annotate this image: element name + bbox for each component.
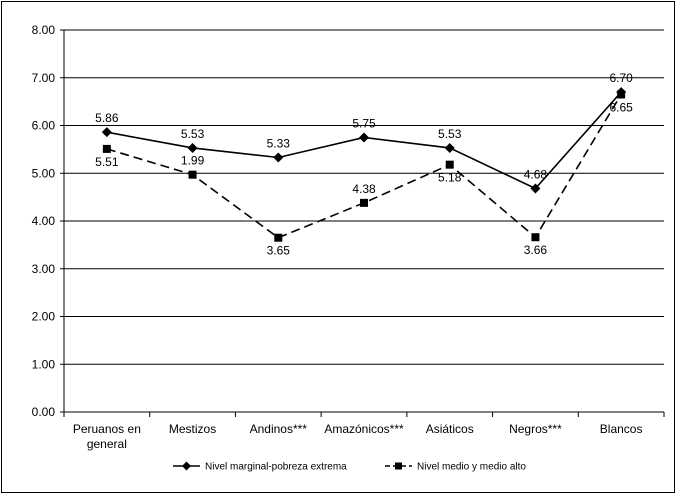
data-label: 4.68 [524,168,548,182]
square-marker [102,144,111,153]
legend-label: Nivel marginal-pobreza extrema [205,462,347,473]
x-axis-tick-labels: Peruanos en general Mestizos Andinos*** Amaz… [73,422,643,451]
y-tick-label: 8.00 [32,23,56,37]
diamond-marker [187,142,198,153]
data-label: 5.33 [267,136,291,150]
x-tick-label: Mestizos [169,422,216,436]
data-label: 5.51 [95,155,119,169]
y-tick-label: 2.00 [32,310,56,324]
diamond-marker [101,127,112,138]
square-marker [360,198,368,207]
legend-label: Nivel medio y medio alto [417,462,526,473]
y-tick-label: 0.00 [32,405,56,419]
y-tick-label: 1.00 [32,357,56,371]
data-label: 5.86 [95,111,119,125]
x-tick-label: Amazónicos*** [324,422,404,436]
diamond-marker [359,132,369,143]
legend-square-marker [395,462,402,470]
legend: Nivel marginal-pobreza extrema Nivel medi… [173,461,526,473]
data-label: 6.70 [609,71,633,85]
square-marker [531,233,540,242]
diamond-marker [530,183,541,194]
x-tick-label: Peruanos en general [73,422,141,451]
square-marker [617,90,626,99]
data-label: 5.18 [438,171,462,185]
y-tick-label: 6.00 [32,119,56,133]
x-tick-label: Negros*** [509,422,562,436]
data-label: 5.53 [438,127,462,141]
y-tick-label: 5.00 [32,166,56,180]
data-label: 3.66 [524,243,548,257]
x-tick-label: Andinos*** [250,422,308,436]
y-tick-label: 3.00 [32,262,56,276]
series-markers [101,87,627,242]
x-tick-label: Asiáticos [426,422,474,436]
square-marker [445,160,454,169]
data-labels: 5.86 5.53 5.33 5.75 5.53 4.68 6.70 5.51 1.99 3.65… [95,71,633,258]
diamond-marker [273,152,284,163]
diamond-marker [444,142,455,153]
data-label: 4.38 [352,182,376,196]
square-marker [274,233,283,242]
y-axis-tick-labels: 0.00 1.00 2.00 3.00 4.00 5.00 6.00 7.00 8.00 [32,23,56,419]
data-label: 1.99 [181,154,205,168]
legend-diamond-marker [182,461,191,471]
data-label: 5.75 [352,116,376,130]
gridlines [60,29,664,413]
data-label: 6.65 [609,100,633,114]
data-label: 5.53 [181,127,205,141]
square-marker [188,170,197,179]
axes [63,30,665,417]
data-label: 3.65 [267,244,291,258]
y-tick-label: 4.00 [32,214,56,228]
y-tick-label: 7.00 [32,71,56,85]
x-tick-label: Blancos [600,422,643,436]
